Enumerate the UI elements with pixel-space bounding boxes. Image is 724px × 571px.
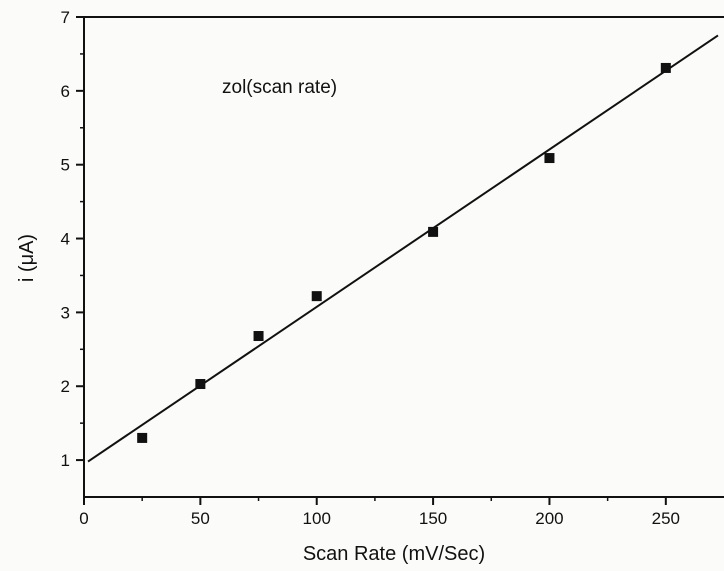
x-tick-label: 250 bbox=[652, 509, 680, 528]
x-tick-label: 200 bbox=[535, 509, 563, 528]
data-point bbox=[660, 62, 671, 73]
data-points bbox=[137, 62, 671, 443]
x-axis-title: Scan Rate (mV/Sec) bbox=[303, 543, 485, 565]
data-point bbox=[428, 226, 439, 237]
y-tick-label: 1 bbox=[61, 451, 70, 470]
data-point bbox=[544, 153, 555, 164]
y-tick-label: 3 bbox=[61, 303, 70, 322]
y-tick-label: 5 bbox=[61, 156, 70, 175]
fit-line-group bbox=[87, 34, 719, 463]
y-tick-label: 4 bbox=[61, 230, 70, 249]
chart-annotation: zol(scan rate) bbox=[222, 77, 337, 98]
data-point bbox=[195, 379, 206, 390]
x-tick-label: 0 bbox=[79, 509, 88, 528]
x-tick-label: 100 bbox=[303, 509, 331, 528]
linear-fit-line bbox=[87, 34, 719, 463]
chart-axes: 0 50 100 150 200 250 1 2 3 4 5 6 7 bbox=[61, 8, 724, 528]
x-tick-label: 150 bbox=[419, 509, 447, 528]
y-axis-title: i (μA) bbox=[16, 234, 38, 282]
y-tick-label: 7 bbox=[61, 8, 70, 27]
data-point bbox=[137, 432, 148, 443]
y-tick-label: 2 bbox=[61, 377, 70, 396]
x-tick-label: 50 bbox=[191, 509, 210, 528]
data-point bbox=[253, 331, 264, 342]
data-point bbox=[311, 291, 322, 302]
y-tick-label: 6 bbox=[61, 82, 70, 101]
